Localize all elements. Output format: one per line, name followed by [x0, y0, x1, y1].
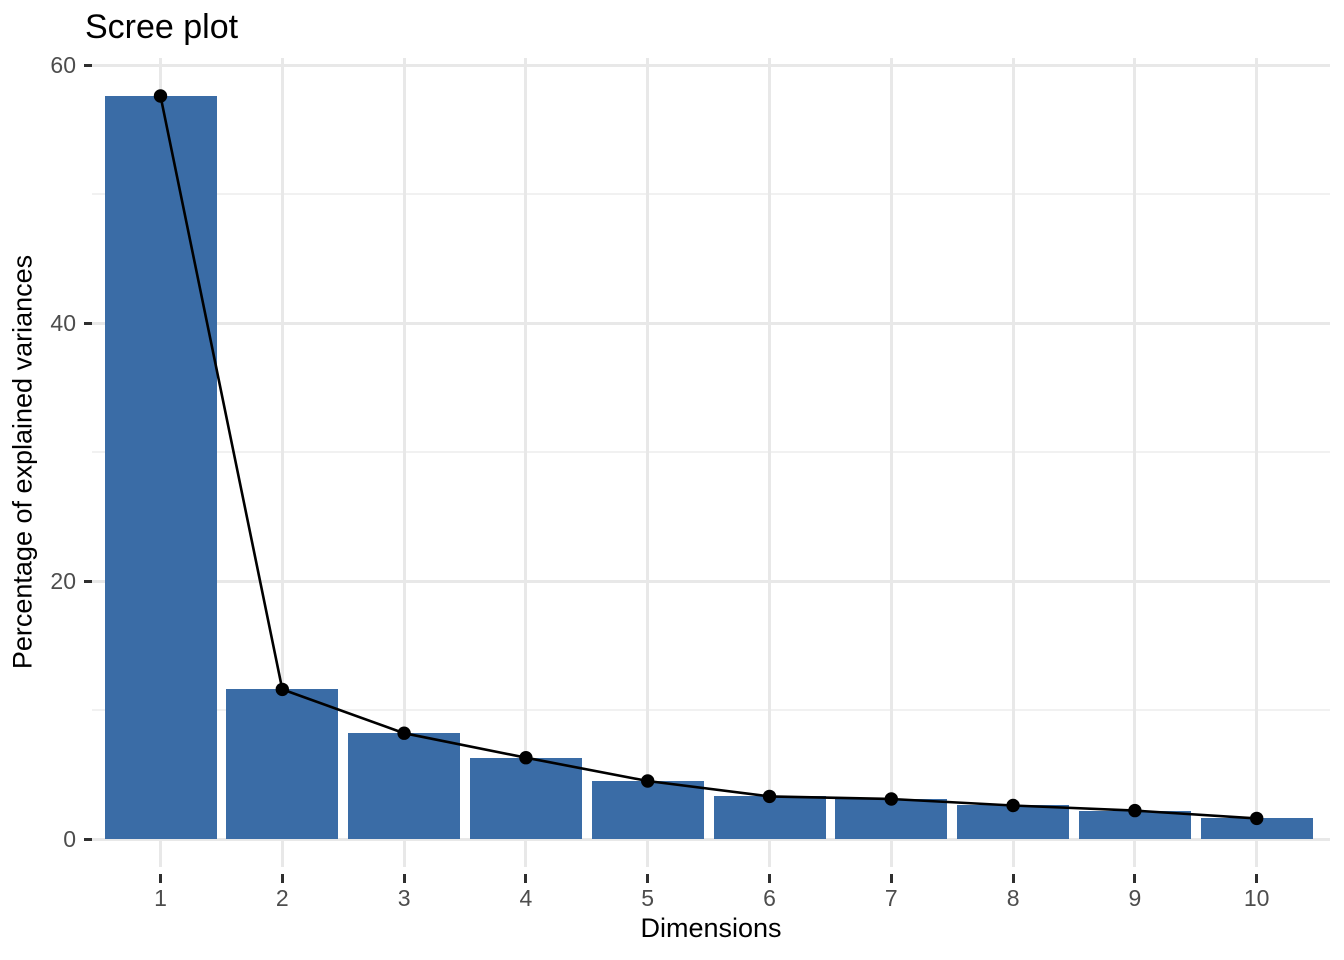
major-gridline-x-7 [889, 58, 893, 867]
y-tick-label-20: 20 [50, 567, 76, 594]
bar-dimension-4 [469, 757, 582, 839]
x-tick-label-6: 6 [763, 885, 776, 911]
x-tick-mark-7 [889, 874, 893, 883]
major-gridline-x-8 [1011, 58, 1015, 867]
bar-dimension-6 [713, 796, 826, 839]
x-tick-mark-5 [646, 874, 650, 883]
x-axis-title: Dimensions [640, 913, 782, 943]
x-tick-mark-10 [1255, 874, 1259, 883]
x-tick-mark-4 [524, 874, 528, 883]
y-tick-label-60: 60 [50, 51, 76, 78]
x-tick-label-8: 8 [1006, 885, 1020, 911]
major-gridline-y-60 [92, 63, 1330, 67]
x-tick-mark-9 [1133, 874, 1137, 883]
x-tick-mark-3 [402, 874, 406, 883]
bar-dimension-1 [104, 95, 217, 839]
bar-dimension-10 [1200, 818, 1313, 839]
y-tick-label-0: 0 [63, 825, 76, 852]
x-tick-label-4: 4 [519, 885, 533, 911]
x-tick-label-7: 7 [884, 885, 898, 911]
y-tick-mark-0 [84, 837, 92, 841]
y-tick-mark-20 [84, 579, 92, 583]
major-gridline-y-0 [92, 837, 1330, 841]
minor-gridline-y-30 [92, 451, 1330, 453]
x-tick-label-9: 9 [1128, 885, 1142, 911]
y-tick-mark-40 [84, 321, 92, 325]
bar-dimension-8 [957, 805, 1070, 839]
bar-dimension-9 [1078, 810, 1191, 839]
major-gridline-x-9 [1133, 58, 1137, 867]
x-tick-label-3: 3 [397, 885, 411, 911]
bar-dimension-5 [591, 780, 704, 839]
y-tick-label-40: 40 [50, 309, 76, 336]
y-tick-mark-60 [84, 63, 92, 67]
major-gridline-y-20 [92, 579, 1330, 583]
bar-dimension-7 [835, 799, 948, 839]
minor-gridline-y-50 [92, 193, 1330, 195]
bar-dimension-2 [226, 689, 339, 839]
bar-dimension-3 [348, 733, 461, 839]
major-gridline-x-4 [524, 58, 528, 867]
plot-panel [92, 58, 1330, 867]
x-tick-mark-8 [1011, 874, 1015, 883]
chart-title: Scree plot [85, 8, 239, 46]
x-tick-label-1: 1 [154, 885, 167, 911]
x-tick-label-5: 5 [641, 885, 655, 911]
x-tick-label-2: 2 [275, 885, 289, 911]
x-tick-mark-6 [768, 874, 771, 883]
major-gridline-x-10 [1255, 58, 1259, 867]
major-gridline-y-40 [92, 321, 1330, 325]
major-gridline-x-6 [768, 58, 771, 867]
x-tick-mark-2 [280, 874, 284, 883]
major-gridline-x-5 [646, 58, 650, 867]
x-tick-mark-1 [159, 874, 162, 883]
x-tick-label-10: 10 [1243, 885, 1270, 911]
